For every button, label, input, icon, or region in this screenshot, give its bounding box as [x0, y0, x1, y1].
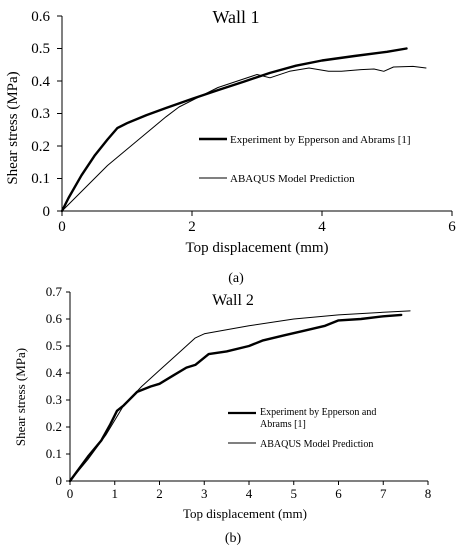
- y-tick-label: 0.5: [31, 41, 50, 57]
- y-tick-labels: 0 0.1 0.2 0.3 0.4 0.5 0.6 0.7: [46, 284, 63, 488]
- y-tick-label: 0.2: [46, 419, 62, 434]
- panel-b: Wall 2 0 0.1 0.2 0.3 0.4 0.5 0.6 0.7 0 1…: [13, 284, 431, 546]
- x-tick-label: 7: [380, 486, 387, 501]
- y-tick-label: 0.4: [31, 74, 50, 90]
- series-line-abaqus: [69, 310, 411, 482]
- y-tick-label: 0: [56, 473, 63, 488]
- y-tick-label: 0.2: [31, 139, 50, 155]
- x-tick-label: 6: [448, 219, 456, 235]
- y-tick-label: 0: [43, 204, 51, 220]
- legend-label-experiment-cont: Abrams [1]: [260, 419, 306, 430]
- y-tick-label: 0.6: [46, 311, 63, 326]
- axes: [66, 291, 429, 485]
- x-tick-label: 4: [318, 219, 326, 235]
- y-axis-label: Shear stress (MPa): [5, 71, 21, 184]
- x-tick-label: 2: [188, 219, 196, 235]
- y-tick-labels: 0 0.1 0.2 0.3 0.4 0.5 0.6: [31, 9, 50, 220]
- axes: [57, 15, 453, 216]
- series-line-experiment: [68, 313, 403, 483]
- x-tick-label: 4: [246, 486, 253, 501]
- y-tick-label: 0.3: [31, 106, 50, 122]
- x-axis-label: Top displacement (mm): [185, 240, 328, 256]
- y-tick-label: 0.1: [46, 446, 62, 461]
- series-line-experiment: [60, 47, 408, 213]
- legend: Experiment by Epperson and Abrams [1] AB…: [199, 134, 411, 185]
- x-tick-label: 0: [58, 219, 66, 235]
- y-tick-label: 0.7: [46, 284, 63, 299]
- y-tick-label: 0.6: [31, 9, 50, 25]
- x-tick-label: 8: [425, 486, 432, 501]
- x-axis-label: Top displacement (mm): [183, 506, 307, 521]
- chart-title: Wall 1: [212, 7, 259, 27]
- x-tick-label: 6: [335, 486, 342, 501]
- legend-label-experiment: Experiment by Epperson and: [260, 407, 376, 418]
- panel-a: Wall 1 0 0.1 0.2 0.3 0.4 0.5 0.6 0 2 4 6…: [5, 7, 456, 286]
- series-lines: [60, 47, 427, 213]
- y-axis-label: Shear stress (MPa): [13, 348, 28, 446]
- x-tick-labels: 0 2 4 6: [58, 219, 456, 235]
- legend-label-abaqus: ABAQUS Model Prediction: [260, 439, 373, 450]
- legend: Experiment by Epperson and Abrams [1] AB…: [228, 407, 376, 450]
- x-tick-labels: 0 1 2 3 4 5 6 7 8: [67, 486, 432, 501]
- y-tick-label: 0.3: [46, 392, 62, 407]
- panel-label: (b): [225, 531, 242, 546]
- y-tick-label: 0.1: [31, 171, 50, 187]
- series-line-abaqus: [61, 65, 427, 212]
- panel-label: (a): [228, 271, 244, 286]
- x-tick-label: 2: [156, 486, 163, 501]
- legend-label-experiment: Experiment by Epperson and Abrams [1]: [230, 134, 411, 146]
- series-lines: [68, 310, 411, 483]
- x-tick-label: 1: [112, 486, 119, 501]
- chart-title: Wall 2: [212, 292, 254, 309]
- legend-label-abaqus: ABAQUS Model Prediction: [230, 173, 355, 185]
- x-tick-label: 3: [201, 486, 208, 501]
- x-tick-label: 0: [67, 486, 74, 501]
- y-tick-label: 0.5: [46, 338, 62, 353]
- y-tick-label: 0.4: [46, 365, 63, 380]
- x-tick-label: 5: [291, 486, 298, 501]
